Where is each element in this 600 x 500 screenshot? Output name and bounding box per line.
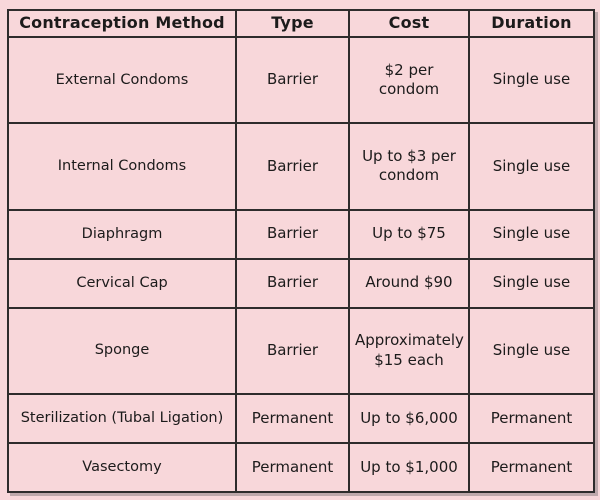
cell-duration: Permanent [468, 393, 595, 444]
cell-method: Internal Condoms [7, 122, 237, 211]
cell-duration: Permanent [468, 441, 595, 494]
cell-cost: $2 per condom [348, 35, 470, 125]
cell-type: Barrier [235, 122, 350, 211]
cell-type: Barrier [235, 208, 350, 260]
cell-method: Diaphragm [7, 208, 237, 260]
cell-method: Sponge [7, 306, 237, 396]
column-header-type: Type [235, 9, 350, 38]
cell-method: Vasectomy [7, 441, 237, 494]
contraception-table: Contraception Method Type Cost Duration … [7, 9, 595, 494]
cell-type: Permanent [235, 393, 350, 444]
cell-type: Barrier [235, 306, 350, 396]
cell-method: Sterilization (Tubal Ligation) [7, 393, 237, 444]
column-header-method: Contraception Method [7, 9, 237, 38]
table-row: Internal Condoms Barrier Up to $3 per co… [7, 122, 595, 211]
cell-cost: Approximately $15 each [348, 306, 470, 396]
table-row: Vasectomy Permanent Up to $1,000 Permane… [7, 441, 595, 494]
table-row: Sterilization (Tubal Ligation) Permanent… [7, 393, 595, 444]
table-row: Diaphragm Barrier Up to $75 Single use [7, 208, 595, 260]
cell-cost: Up to $3 per condom [348, 122, 470, 211]
cell-type: Barrier [235, 35, 350, 125]
column-header-duration: Duration [468, 9, 595, 38]
table-row: Sponge Barrier Approximately $15 each Si… [7, 306, 595, 396]
cell-duration: Single use [468, 122, 595, 211]
cell-cost: Up to $6,000 [348, 393, 470, 444]
cell-cost: Around $90 [348, 257, 470, 309]
table-row: External Condoms Barrier $2 per condom S… [7, 35, 595, 125]
cell-method: External Condoms [7, 35, 237, 125]
cell-cost: Up to $75 [348, 208, 470, 260]
cell-duration: Single use [468, 208, 595, 260]
cell-duration: Single use [468, 306, 595, 396]
table-row: Cervical Cap Barrier Around $90 Single u… [7, 257, 595, 309]
cell-type: Barrier [235, 257, 350, 309]
cell-duration: Single use [468, 257, 595, 309]
header-row: Contraception Method Type Cost Duration [7, 9, 595, 38]
cell-method: Cervical Cap [7, 257, 237, 309]
cell-type: Permanent [235, 441, 350, 494]
cell-duration: Single use [468, 35, 595, 125]
cell-cost: Up to $1,000 [348, 441, 470, 494]
column-header-cost: Cost [348, 9, 470, 38]
